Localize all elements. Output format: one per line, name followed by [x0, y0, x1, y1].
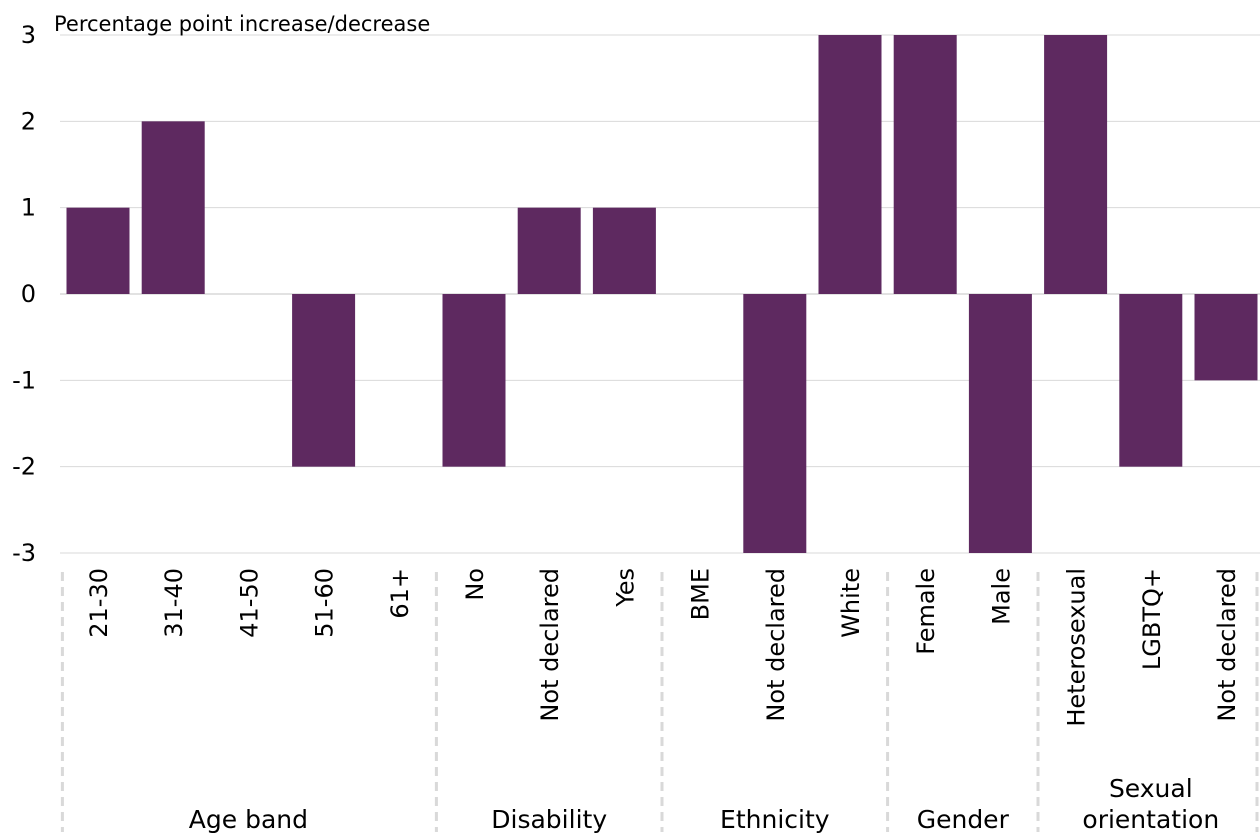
- x-tick-label: 31-40: [160, 568, 188, 638]
- group-label: Gender: [917, 805, 1010, 834]
- bar: [968, 294, 1032, 553]
- x-tick-label: 61+: [386, 568, 414, 619]
- x-tick-label: 51-60: [311, 568, 339, 638]
- y-tick-label: -3: [12, 539, 36, 567]
- bar: [141, 121, 205, 294]
- bar: [1044, 35, 1108, 294]
- y-tick-label: 1: [21, 194, 36, 222]
- y-axis-label: Percentage point increase/decrease: [54, 12, 430, 36]
- y-tick-label: -2: [12, 453, 36, 481]
- group-label: Disability: [491, 805, 607, 834]
- x-tick-label: BME: [687, 568, 715, 620]
- x-tick-label: Yes: [611, 568, 639, 608]
- group-label: Ethnicity: [720, 805, 830, 834]
- bar: [442, 294, 506, 467]
- x-tick-label: Not declared: [536, 568, 564, 722]
- bar: [818, 35, 882, 294]
- bar: [1194, 294, 1258, 381]
- axes: Percentage point increase/decrease 3 2 1 0 -…: [12, 12, 430, 567]
- bars: [66, 35, 1258, 553]
- bar: [893, 35, 957, 294]
- x-tick-label: Not declared: [762, 568, 790, 722]
- group-label: Age band: [189, 805, 308, 834]
- bar: [292, 294, 356, 467]
- x-tick-label: White: [837, 568, 865, 638]
- x-tick-label: Heterosexual: [1063, 568, 1091, 727]
- x-tick-label: LGBTQ+: [1138, 568, 1166, 670]
- x-tick-label: Female: [912, 568, 940, 655]
- x-tick-label: 21-30: [85, 568, 113, 638]
- bar: [1119, 294, 1183, 467]
- y-tick-label: 0: [21, 280, 36, 308]
- x-tick-label: Not declared: [1213, 568, 1241, 722]
- bar: [743, 294, 807, 553]
- y-tick-label: 2: [21, 107, 36, 135]
- category-labels: 21-30 31-40 41-50 51-60 61+ Age band No Not dec…: [60, 568, 1259, 834]
- x-tick-label: Male: [987, 568, 1015, 625]
- bar: [66, 207, 130, 294]
- bar: [517, 207, 581, 294]
- x-tick-label: 41-50: [235, 568, 263, 638]
- y-tick-label: 3: [21, 21, 36, 49]
- group-label: Sexual orientation: [1082, 774, 1219, 834]
- y-tick-label: -1: [12, 366, 36, 394]
- bar: [592, 207, 656, 294]
- x-tick-label: No: [461, 568, 489, 601]
